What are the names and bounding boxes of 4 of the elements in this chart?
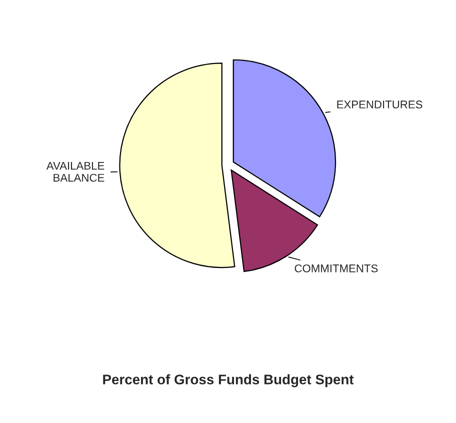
text: Percent of Gross Funds Budget Spent [103,374,354,388]
slice-label: AVAILABLE BALANCE [46,162,104,182]
slice-label: COMMITMENTS [294,264,378,272]
slice-label: EXPENDITURES [337,100,422,108]
